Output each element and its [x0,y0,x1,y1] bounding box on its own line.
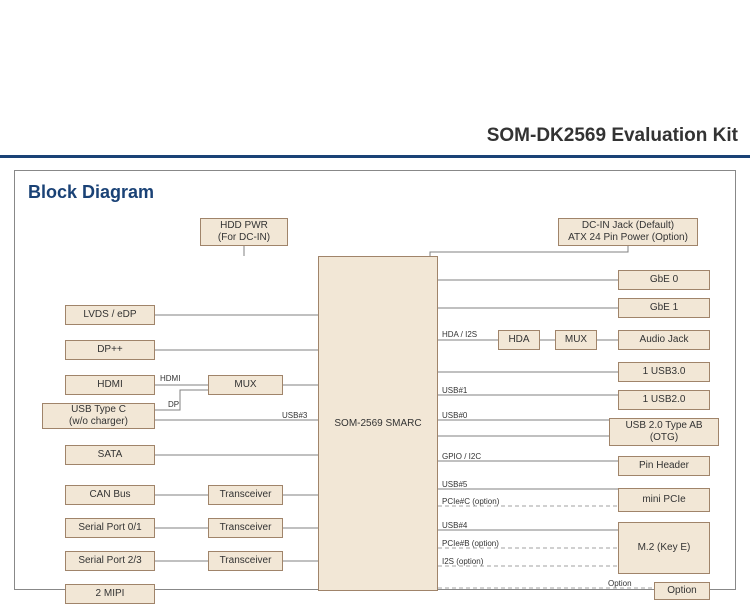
edge-label: HDMI [160,374,180,383]
edge-label: DP [168,400,179,409]
block-hdmi: HDMI [65,375,155,395]
block-mux_l: MUX [208,375,283,395]
edge-label: PCIe#C (option) [442,497,499,506]
block-sp01: Serial Port 0/1 [65,518,155,538]
page-title: SOM-DK2569 Evaluation Kit [487,125,738,147]
block-usb3: 1 USB3.0 [618,362,710,382]
block-gbe1: GbE 1 [618,298,710,318]
block-usb2: 1 USB2.0 [618,390,710,410]
edge-label: HDA / I2S [442,330,477,339]
edge-label: USB#0 [442,411,467,420]
block-mipi: 2 MIPI [65,584,155,604]
block-mux_r: MUX [555,330,597,350]
block-lvds: LVDS / eDP [65,305,155,325]
block-option: Option [654,582,710,600]
edge-label: USB#4 [442,521,467,530]
block-can: CAN Bus [65,485,155,505]
block-minipcie: mini PCIe [618,488,710,512]
edge-label: USB#1 [442,386,467,395]
block-pinhdr: Pin Header [618,456,710,476]
block-trx1: Transceiver [208,485,283,505]
block-usbotg: USB 2.0 Type AB(OTG) [609,418,719,446]
block-sp23: Serial Port 2/3 [65,551,155,571]
section-title: Block Diagram [28,182,154,203]
block-central: SOM-2569 SMARC [318,256,438,591]
block-sata: SATA [65,445,155,465]
edge-label: Option [608,579,632,588]
edge-label: PCIe#B (option) [442,539,499,548]
block-hdd_pwr: HDD PWR(For DC-IN) [200,218,288,246]
block-usbc: USB Type C(w/o charger) [42,403,155,429]
edge-label: I2S (option) [442,557,483,566]
edge-label: USB#3 [282,411,307,420]
edge-label: USB#5 [442,480,467,489]
block-audio: Audio Jack [618,330,710,350]
block-trx2: Transceiver [208,518,283,538]
block-trx3: Transceiver [208,551,283,571]
header-rule [0,155,750,158]
block-dcin: DC-IN Jack (Default)ATX 24 Pin Power (Op… [558,218,698,246]
block-hda: HDA [498,330,540,350]
edge-label: GPIO / I2C [442,452,481,461]
block-gbe0: GbE 0 [618,270,710,290]
block-dpplus: DP++ [65,340,155,360]
block-m2keye: M.2 (Key E) [618,522,710,574]
